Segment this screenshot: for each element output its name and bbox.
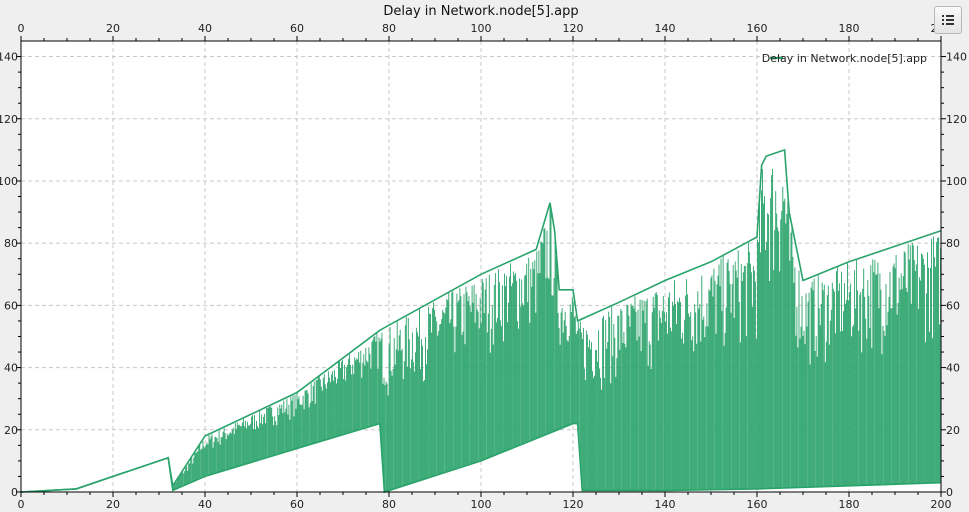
x-tick-label-bottom: 160: [747, 498, 768, 511]
x-tick-label-bottom: 140: [655, 498, 676, 511]
x-tick-label-top: 20: [106, 22, 120, 35]
y-tick-label-left: 140: [0, 51, 18, 64]
y-tick-label-right: 40: [946, 362, 960, 375]
chart-title: Delay in Network.node[5].app: [383, 4, 578, 19]
x-tick-label-bottom: 100: [471, 498, 492, 511]
y-tick-label-right: 0: [946, 486, 953, 499]
legend: Delay in Network.node[5].app: [762, 52, 927, 65]
x-tick-label-top: 80: [382, 22, 396, 35]
x-tick-label-bottom: 40: [198, 498, 212, 511]
y-tick-label-right: 20: [946, 424, 960, 437]
y-tick-label-right: 60: [946, 299, 960, 312]
y-tick-label-right: 100: [946, 175, 967, 188]
y-tick-label-left: 0: [11, 486, 18, 499]
series-upper-envelope: [20, 148, 942, 493]
list-icon: [942, 15, 954, 25]
y-tick-label-right: 80: [946, 237, 960, 250]
y-tick-label-right: 120: [946, 113, 967, 126]
x-tick-label-top: 40: [198, 22, 212, 35]
x-tick-label-top: 0: [18, 22, 25, 35]
y-tick-label-left: 120: [0, 113, 18, 126]
x-tick-label-bottom: 180: [839, 498, 860, 511]
legend-label: Delay in Network.node[5].app: [762, 52, 927, 65]
y-tick-label-left: 60: [4, 299, 18, 312]
x-tick-label-bottom: 120: [563, 498, 584, 511]
y-tick-label-left: 20: [4, 424, 18, 437]
x-tick-label-top: 160: [747, 22, 768, 35]
x-tick-label-top: 60: [290, 22, 304, 35]
y-tick-label-left: 100: [0, 175, 18, 188]
x-tick-label-bottom: 20: [106, 498, 120, 511]
x-tick-label-top: 140: [655, 22, 676, 35]
plot-border: [20, 40, 942, 493]
x-tick-label-bottom: 80: [382, 498, 396, 511]
x-tick-label-top: 180: [839, 22, 860, 35]
y-tick-label-left: 40: [4, 362, 18, 375]
x-tick-label-top: 120: [563, 22, 584, 35]
chart-options-button[interactable]: [934, 6, 962, 34]
y-tick-label-right: 140: [946, 51, 967, 64]
x-tick-label-bottom: 60: [290, 498, 304, 511]
series-oscillation: [170, 168, 942, 492]
x-tick-label-bottom: 0: [18, 498, 25, 511]
x-tick-label-top: 100: [471, 22, 492, 35]
y-tick-label-left: 80: [4, 237, 18, 250]
axes: 0020204040606080801001001201201401401601…: [0, 22, 967, 511]
x-tick-label-bottom: 200: [931, 498, 952, 511]
